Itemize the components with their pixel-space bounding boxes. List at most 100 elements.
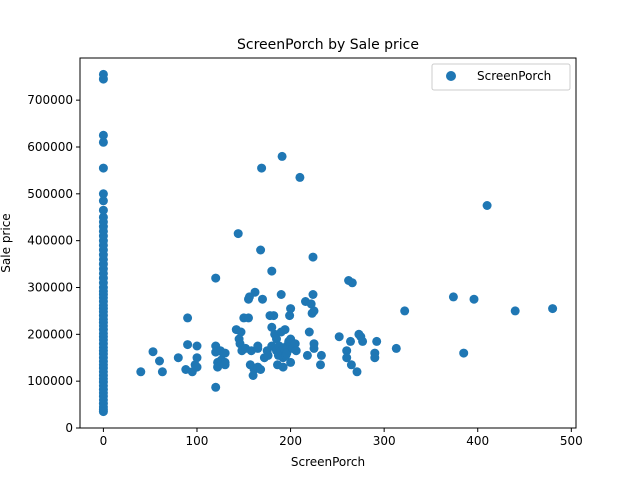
scatter-point [236,327,246,337]
scatter-point [400,306,410,316]
scatter-point [211,382,221,392]
x-axis: 0 100 200 300 400 500 [100,428,583,448]
scatter-point [334,332,344,342]
scatter-point [316,360,325,370]
scatter-point [98,189,108,199]
scatter-point [316,350,326,360]
scatter-point [448,292,458,302]
y-tick-label: 400000 [27,234,73,248]
scatter-point [98,163,108,173]
plot-area [98,69,558,417]
scatter-point [290,339,300,349]
x-tick-label: 500 [560,434,583,448]
x-tick-label: 400 [466,434,489,448]
scatter-point [391,343,401,353]
scatter-point [278,362,288,372]
x-tick-label: 100 [186,434,209,448]
scatter-point [308,252,318,262]
scatter-point [157,367,167,377]
scatter-point [346,336,355,346]
scatter-point [482,201,492,210]
scatter-point [295,172,305,182]
scatter-point [98,69,108,79]
scatter-point [347,278,357,288]
scatter-point [213,362,223,372]
scatter-point [280,325,290,335]
scatter-point [352,367,362,377]
scatter-point [370,353,380,363]
scatter-point [233,229,243,239]
scatter-point [250,287,260,297]
scatter-point [272,334,281,344]
scatter-point [220,348,230,358]
plot-frame [79,57,577,429]
scatter-point [304,327,314,337]
scatter-point [358,336,368,346]
scatter-point [306,299,316,309]
scatter-point [257,163,267,173]
scatter-point [148,347,158,357]
chart-title: ScreenPorch by Sale price [237,37,419,53]
scatter-point [342,353,352,363]
y-tick-label: 100000 [27,374,73,388]
scatter-point [309,343,319,353]
scatter-point [155,356,164,366]
x-tick-label: 200 [279,434,302,448]
scatter-point [192,353,202,363]
scatter-point [183,313,193,323]
y-tick-label: 600000 [27,140,73,154]
scatter-point [342,346,352,356]
scatter-point [308,290,318,299]
legend-box [431,63,571,91]
legend: ScreenPorch [431,63,571,91]
scatter-point [253,341,263,351]
y-tick-label: 500000 [27,187,73,201]
scatter-point [98,196,108,206]
scatter-point [192,362,202,372]
scatter-point [192,341,202,351]
scatter-point [98,130,108,140]
scatter-point [309,306,319,316]
y-tick-label: 0 [65,421,73,435]
scatter-point [173,353,183,363]
scatter-point [286,357,296,367]
scatter-point [98,212,108,222]
scatter-point [269,311,279,321]
scatter-point [372,336,382,346]
scatter-point [548,304,558,314]
scatter-point [286,304,296,314]
scatter-point [98,205,108,215]
scatter-point [98,137,108,147]
scatter-point [459,348,469,358]
legend-marker [446,71,456,81]
scatter-point [220,360,230,370]
y-tick-label: 300000 [27,280,73,294]
scatter-point [302,350,312,360]
legend-label: ScreenPorch [477,69,551,83]
x-axis-label: ScreenPorch [291,455,365,469]
y-tick-label: 200000 [27,327,73,341]
scatter-point [291,346,301,356]
scatter-point [285,311,295,321]
scatter-point [244,313,253,323]
x-tick-label: 0 [100,434,108,448]
scatter-point [183,340,193,350]
scatter-point [469,294,479,304]
scatter-point [263,350,273,360]
y-axis-label: Sale price [0,213,13,272]
y-axis: 0 100000 200000 300000 400000 500000 600000 700… [27,93,80,435]
scatter-point [267,322,277,332]
scatter-point [510,306,520,316]
x-tick-label: 300 [373,434,396,448]
scatter-point [136,367,146,377]
scatter-point [277,151,287,161]
y-tick-label: 700000 [27,93,73,107]
scatter-point [276,290,286,299]
scatter-point [267,266,277,276]
scatter-point [256,365,266,374]
scatter-point [211,273,221,283]
scatter-point [258,294,267,304]
scatter-point [256,245,266,255]
scatter-point [346,360,356,370]
